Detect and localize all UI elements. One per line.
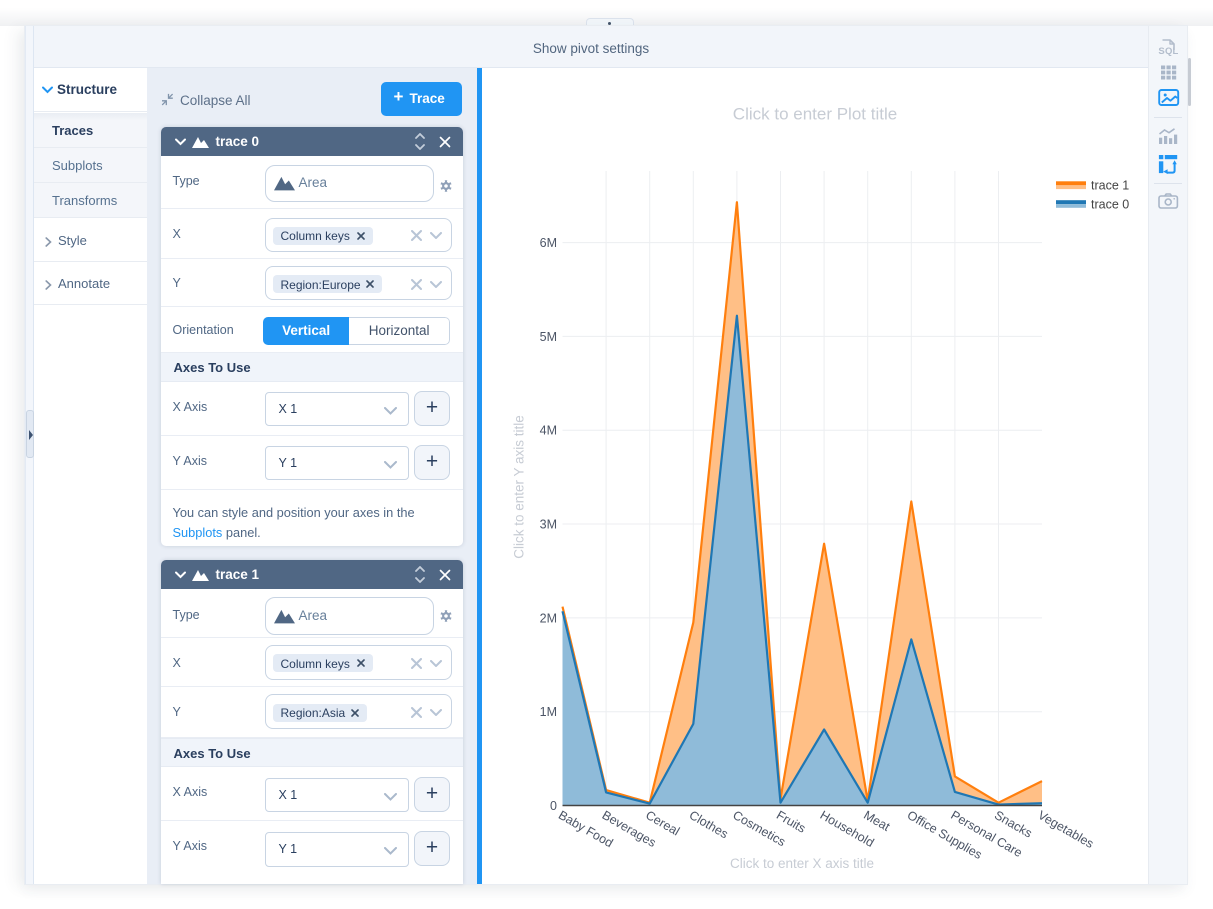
svg-text:Clothes: Clothes bbox=[686, 808, 730, 841]
svg-text:3M: 3M bbox=[539, 518, 556, 532]
svg-text:trace 1: trace 1 bbox=[1091, 179, 1129, 193]
svg-text:1M: 1M bbox=[539, 705, 556, 719]
svg-text:trace 0: trace 0 bbox=[1091, 198, 1129, 212]
svg-text:Office Supplies: Office Supplies bbox=[904, 808, 984, 862]
svg-text:2M: 2M bbox=[539, 611, 556, 625]
svg-text:6M: 6M bbox=[539, 236, 556, 250]
svg-text:Click to enter X axis title: Click to enter X axis title bbox=[729, 856, 873, 871]
svg-text:5M: 5M bbox=[539, 330, 556, 344]
svg-text:Vegetables: Vegetables bbox=[1035, 808, 1096, 851]
svg-text:4M: 4M bbox=[539, 424, 556, 438]
svg-text:Meat: Meat bbox=[861, 808, 893, 834]
svg-text:Click to enter Y axis title: Click to enter Y axis title bbox=[511, 415, 526, 559]
svg-text:0: 0 bbox=[550, 799, 557, 813]
svg-text:Click to enter Plot title: Click to enter Plot title bbox=[732, 105, 896, 124]
